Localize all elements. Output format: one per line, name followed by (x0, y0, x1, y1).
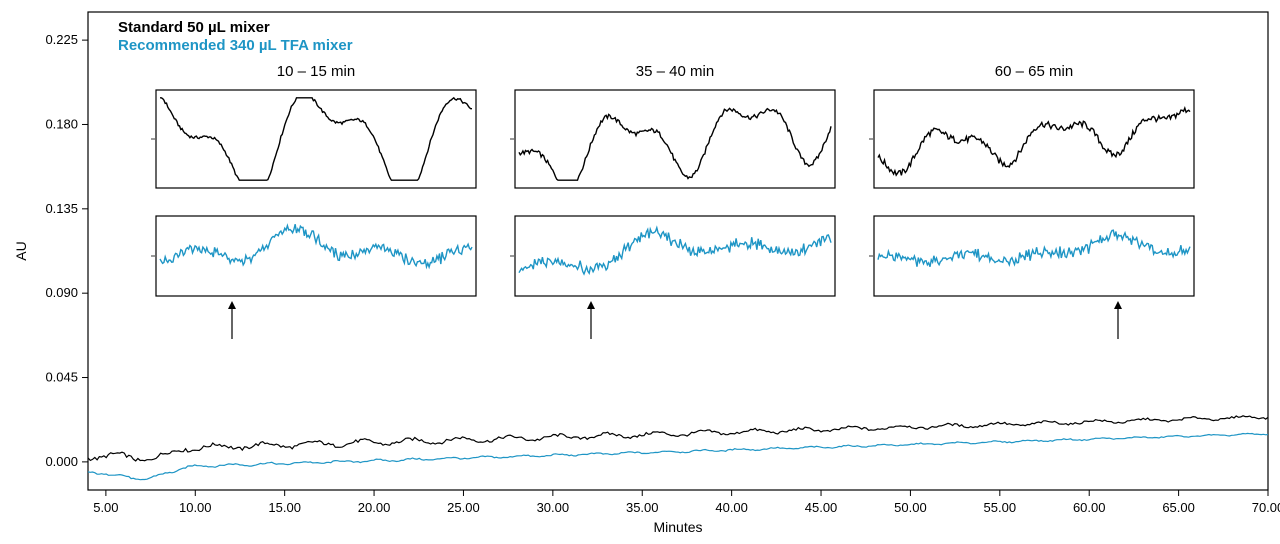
inset-box-bottom (156, 216, 476, 296)
x-tick-label: 40.00 (715, 500, 748, 515)
figure: 0.000 0.045 0.090 0.135 0.180 0.225 AU 5.00 10.0… (0, 0, 1280, 544)
x-tick-label: 55.00 (984, 500, 1017, 515)
x-tick-label: 50.00 (894, 500, 927, 515)
x-tick-label: 65.00 (1162, 500, 1195, 515)
x-tick-label: 25.00 (447, 500, 480, 515)
inset-box-bottom (874, 216, 1194, 296)
legend-entry-black: Standard 50 µL mixer (118, 19, 270, 36)
main-trace-blue (88, 433, 1268, 479)
y-tick-label: 0.180 (45, 116, 78, 131)
x-tick-label: 60.00 (1073, 500, 1106, 515)
x-tick-label: 10.00 (179, 500, 212, 515)
inset-arrow-head (1114, 301, 1122, 309)
inset-title: 10 – 15 min (277, 63, 355, 80)
y-tick-label: 0.225 (45, 32, 78, 47)
inset-title: 35 – 40 min (636, 63, 714, 80)
x-tick-label: 5.00 (93, 500, 118, 515)
y-axis-title: AU (13, 241, 29, 260)
inset-box-top (515, 90, 835, 188)
y-tick-label: 0.090 (45, 285, 78, 300)
x-axis-title: Minutes (653, 519, 702, 535)
inset-box-top (156, 90, 476, 188)
x-tick-label: 35.00 (626, 500, 659, 515)
inset-arrow-head (228, 301, 236, 309)
x-tick-label: 70.00 (1252, 500, 1280, 515)
x-tick-label: 20.00 (358, 500, 391, 515)
x-tick-label: 15.00 (268, 500, 301, 515)
legend-entry-blue: Recommended 340 µL TFA mixer (118, 37, 353, 54)
inset-box-top (874, 90, 1194, 188)
y-tick-label: 0.135 (45, 201, 78, 216)
y-tick-label: 0.000 (45, 454, 78, 469)
inset-box-bottom (515, 216, 835, 296)
inset-arrow-head (587, 301, 595, 309)
x-tick-label: 45.00 (805, 500, 838, 515)
y-tick-label: 0.045 (45, 370, 78, 385)
inset-title: 60 – 65 min (995, 63, 1073, 80)
x-tick-label: 30.00 (537, 500, 570, 515)
main-trace-black (88, 416, 1268, 461)
